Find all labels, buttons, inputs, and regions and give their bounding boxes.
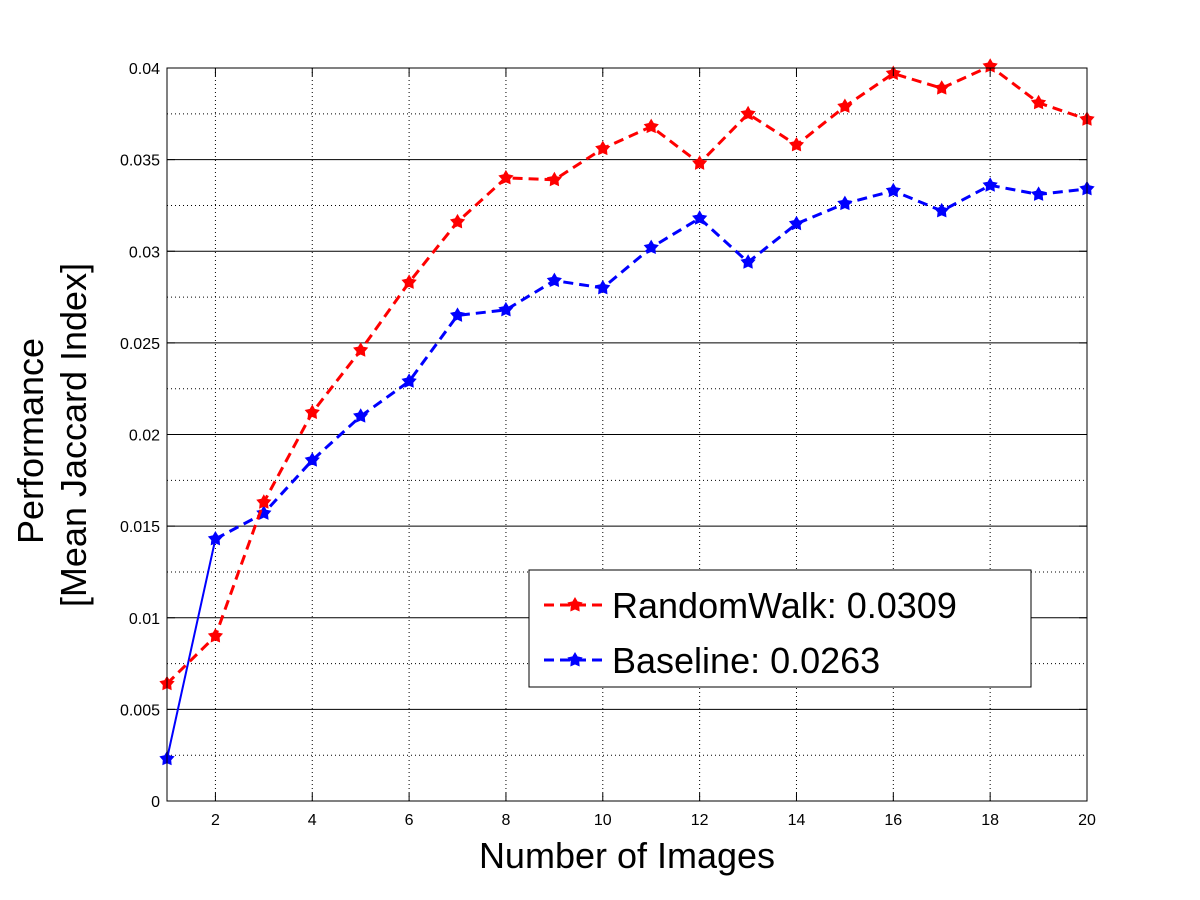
data-point-marker [934,80,950,95]
data-point-marker [353,408,369,423]
series-layer [159,58,1095,766]
y-axis-title: Performance [Mean Jaccard Index] [10,263,94,607]
data-point-marker [595,279,611,295]
data-point-marker [304,404,320,420]
y-tick-label: 0.01 [129,611,160,628]
grid [167,67,1088,802]
ticks [167,67,1088,802]
x-tick-label: 4 [308,812,317,829]
data-point-marker [788,136,805,152]
data-point-marker [885,182,901,198]
tick-labels: 2 4 6 8 10 12 14 16 18 20 0 0.005 0.01 0.015 0.02 0.025… [120,61,1096,829]
data-point-marker [643,239,659,254]
data-point-marker [546,171,562,187]
data-point-marker [643,118,659,134]
data-point-marker [256,494,272,509]
data-point-marker [740,105,756,121]
data-point-marker [837,98,853,113]
x-tick-label: 14 [788,812,806,829]
x-tick-label: 12 [691,812,709,829]
data-point-marker [498,169,514,185]
data-point-marker [1030,186,1047,201]
series-line [165,64,1088,685]
x-tick-label: 18 [981,812,999,829]
data-point-marker [788,215,805,231]
x-axis-title: Number of Images [479,835,775,876]
legend-box [528,569,1032,688]
legend: RandomWalk: 0.0309 Baseline: 0.0263 [528,569,1032,688]
legend-label: RandomWalk: 0.0309 [612,585,957,626]
data-point-marker [692,155,708,170]
data-point-marker [449,213,466,229]
data-point-marker [401,274,417,289]
series-baseline [159,177,1095,766]
legend-entries: RandomWalk: 0.0309 Baseline: 0.0263 [544,585,957,681]
data-point-marker [595,140,611,156]
data-point-marker [1030,94,1047,110]
y-tick-label: 0 [151,794,160,811]
y-tick-label: 0.03 [129,244,160,261]
series-line-segment [166,538,217,760]
x-tick-label: 2 [211,812,220,829]
y-tick-label: 0.035 [120,153,160,170]
x-tick-label: 10 [594,812,612,829]
data-point-marker [934,202,950,218]
x-tick-label: 8 [501,812,510,829]
data-point-marker [546,272,562,288]
legend-marker [567,597,583,612]
data-point-marker [449,307,466,322]
y-tick-label: 0.04 [129,61,160,78]
data-point-marker [353,342,369,357]
data-point-marker [740,254,756,269]
x-tick-label: 6 [405,812,414,829]
legend-entry-randomwalk: RandomWalk: 0.0309 [544,585,957,626]
data-point-marker [207,531,224,546]
data-point-marker [982,177,998,192]
data-point-marker [498,301,514,317]
data-point-marker [207,628,224,643]
y-tick-label: 0.02 [129,428,160,445]
legend-marker [567,652,583,667]
x-tick-label: 20 [1078,812,1096,829]
data-point-marker [304,452,320,467]
series-randomwalk [159,58,1095,691]
x-tick-label: 16 [884,812,902,829]
legend-entry-baseline: Baseline: 0.0263 [544,640,880,681]
data-point-marker [256,505,272,520]
data-point-marker [692,210,708,225]
y-axis-title-line1: Performance [10,338,51,544]
data-point-marker [401,373,417,388]
y-tick-label: 0.015 [120,519,160,536]
y-tick-label: 0.005 [120,702,160,719]
data-point-marker [837,195,853,211]
legend-label: Baseline: 0.0263 [612,640,880,681]
y-axis-title-line2: [Mean Jaccard Index] [53,263,94,607]
y-tick-label: 0.025 [120,336,160,353]
